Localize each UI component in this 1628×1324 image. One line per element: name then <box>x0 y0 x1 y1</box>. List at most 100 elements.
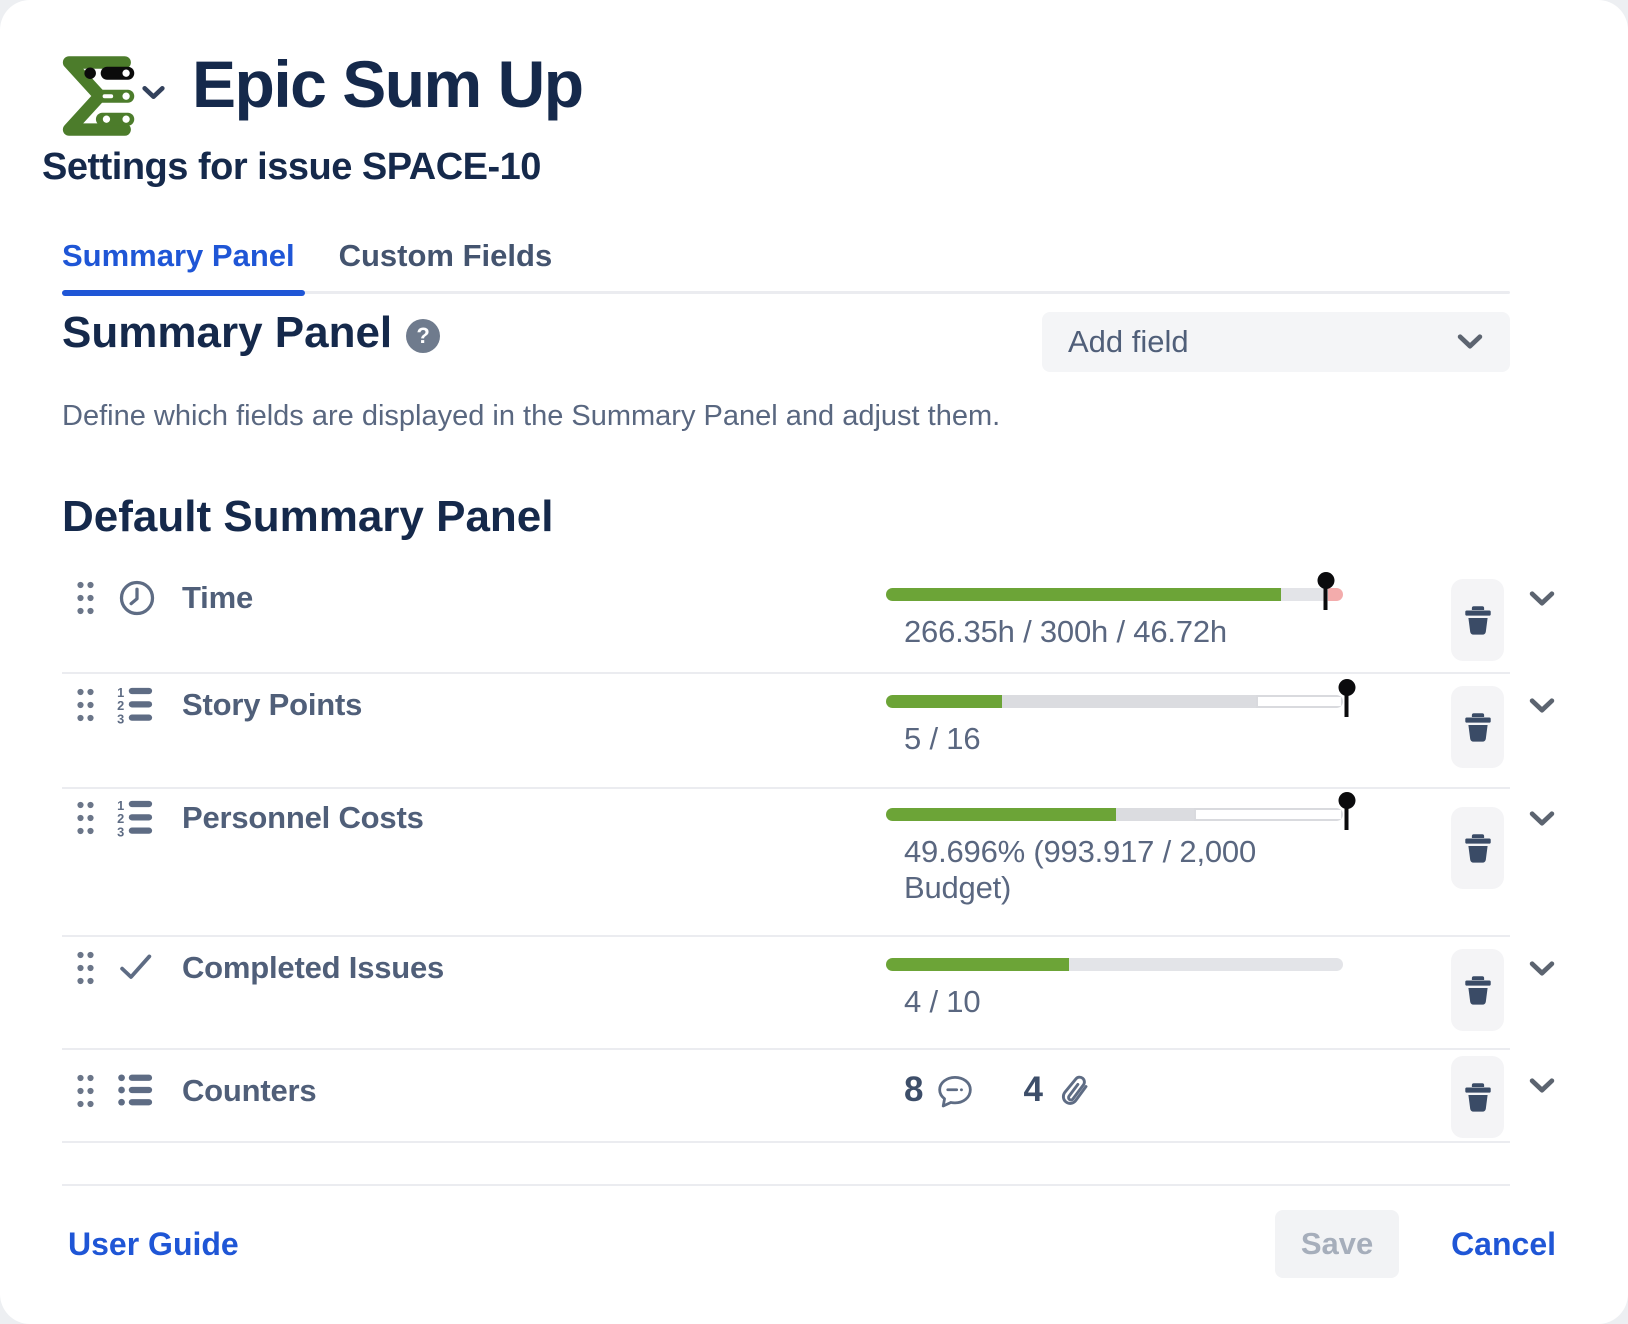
trash-icon <box>1462 830 1494 867</box>
row-content: 266.35h / 300h / 46.72h <box>886 572 1346 650</box>
svg-text:3: 3 <box>117 824 124 837</box>
svg-text:2: 2 <box>117 698 124 713</box>
summary-row-personnel-costs: 1 2 3 Personnel Costs 49.696% (993.917 / 2,0… <box>62 787 1556 935</box>
row-controls <box>1346 801 1556 889</box>
trash-icon <box>1462 972 1494 1009</box>
expand-row-chevron-icon[interactable] <box>1528 696 1556 716</box>
counter-value: 4 <box>1023 1070 1043 1109</box>
svg-text:3: 3 <box>117 711 124 724</box>
drag-handle-icon[interactable] <box>76 686 104 724</box>
delete-field-button[interactable] <box>1451 579 1504 661</box>
dialog-subtitle: Settings for issue SPACE-10 <box>42 146 541 188</box>
drag-handle-icon[interactable] <box>76 949 104 987</box>
trash-icon <box>1462 709 1494 746</box>
summary-panel-heading: Summary Panel ? <box>62 308 441 358</box>
row-label: Counters <box>182 1073 317 1108</box>
comment-icon <box>935 1072 975 1112</box>
progress-value: 49.696% (993.917 / 2,000 Budget) <box>904 834 1256 905</box>
row-content: 5 / 16 <box>886 679 1356 757</box>
clock-icon <box>116 577 170 619</box>
row-label: Personnel Costs <box>182 800 424 835</box>
progress-segment-pink <box>1328 588 1343 601</box>
default-panel-heading: Default Summary Panel <box>62 492 554 541</box>
summary-row-time: Time 266.35h / 300h / 46.72h <box>62 545 1556 672</box>
progress-segment-green <box>886 695 1003 708</box>
summary-row-story-points: 1 2 3 Story Points 5 / 16 <box>62 672 1556 787</box>
row-controls <box>1346 686 1556 768</box>
expand-row-chevron-icon[interactable] <box>1528 1076 1556 1096</box>
target-pin-marker <box>1338 792 1356 830</box>
counter-value: 8 <box>904 1070 924 1109</box>
counter-group: 8 <box>904 1068 975 1112</box>
section-description: Define which fields are displayed in the… <box>62 400 1001 432</box>
progress-segment-outline <box>1255 695 1343 708</box>
dialog-footer: User Guide Save Cancel <box>62 1184 1556 1278</box>
svg-text:2: 2 <box>117 811 124 826</box>
save-button[interactable]: Save <box>1275 1210 1400 1278</box>
delete-field-button[interactable] <box>1451 949 1504 1031</box>
add-field-label: Add field <box>1068 324 1189 359</box>
summary-panel-heading-text: Summary Panel <box>62 308 393 357</box>
row-content: 49.696% (993.917 / 2,000 Budget) <box>886 792 1356 906</box>
trash-icon <box>1462 602 1494 639</box>
tab-custom-fields[interactable]: Custom Fields <box>338 238 553 273</box>
target-pin-marker <box>1338 679 1356 717</box>
progress-segment-track <box>1280 588 1329 601</box>
svg-text:1: 1 <box>117 685 124 700</box>
add-field-dropdown[interactable]: Add field <box>1042 312 1510 372</box>
progress-value: 266.35h / 300h / 46.72h <box>904 614 1227 649</box>
cancel-button[interactable]: Cancel <box>1451 1225 1556 1262</box>
progress-segment-green <box>886 958 1069 971</box>
tab-summary-panel[interactable]: Summary Panel <box>62 238 305 296</box>
logo-chevron-down-icon[interactable] <box>141 84 166 107</box>
row-label: Story Points <box>182 687 363 722</box>
drag-handle-icon[interactable] <box>76 1072 104 1110</box>
expand-row-chevron-icon[interactable] <box>1528 959 1556 979</box>
help-icon[interactable]: ? <box>406 319 441 353</box>
row-controls <box>1346 1056 1556 1138</box>
expand-row-chevron-icon[interactable] <box>1528 809 1556 829</box>
progress-bar <box>886 572 1343 610</box>
progress-segment-track-dark <box>1116 808 1195 821</box>
tab-bar: Summary Panel Custom Fields <box>62 238 1510 296</box>
expand-row-chevron-icon[interactable] <box>1528 589 1556 609</box>
progress-segment-outline <box>1194 808 1343 821</box>
bullet-list-icon <box>116 1070 170 1110</box>
app-title: Epic Sum Up <box>192 47 584 121</box>
row-controls <box>1346 579 1556 661</box>
summary-row-counters: Counters 8 4 <box>62 1048 1556 1143</box>
delete-field-button[interactable] <box>1451 686 1504 768</box>
row-label: Time <box>182 580 253 615</box>
epic-sum-up-logo-icon <box>48 50 140 142</box>
progress-value: 4 / 10 <box>904 984 981 1019</box>
summary-row-completed-issues: Completed Issues 4 / 10 <box>62 935 1556 1048</box>
progress-bar <box>886 958 1343 971</box>
delete-field-button[interactable] <box>1451 1056 1504 1138</box>
progress-segment-track <box>1068 958 1343 971</box>
footer-actions: Save Cancel <box>1275 1210 1556 1278</box>
trash-icon <box>1462 1079 1494 1116</box>
target-pin-marker <box>1317 572 1335 610</box>
progress-segment-green <box>886 808 1117 821</box>
delete-field-button[interactable] <box>1451 807 1504 889</box>
row-controls <box>1346 949 1556 1031</box>
progress-segment-track-dark <box>1002 695 1256 708</box>
check-icon <box>116 947 170 987</box>
row-content: 4 / 10 <box>886 951 1346 1020</box>
user-guide-link[interactable]: User Guide <box>68 1225 239 1262</box>
progress-value: 5 / 16 <box>904 721 981 756</box>
summary-rows-list: Time 266.35h / 300h / 46.72h 1 2 3 Story Poin… <box>62 545 1556 1143</box>
progress-segment-green <box>886 588 1281 601</box>
row-label: Completed Issues <box>182 950 445 985</box>
drag-handle-icon[interactable] <box>76 799 104 837</box>
svg-text:1: 1 <box>117 798 124 813</box>
attachment-icon <box>1055 1072 1095 1112</box>
progress-bar <box>886 792 1356 830</box>
drag-handle-icon[interactable] <box>76 579 104 617</box>
counter-group: 4 <box>1023 1068 1094 1112</box>
